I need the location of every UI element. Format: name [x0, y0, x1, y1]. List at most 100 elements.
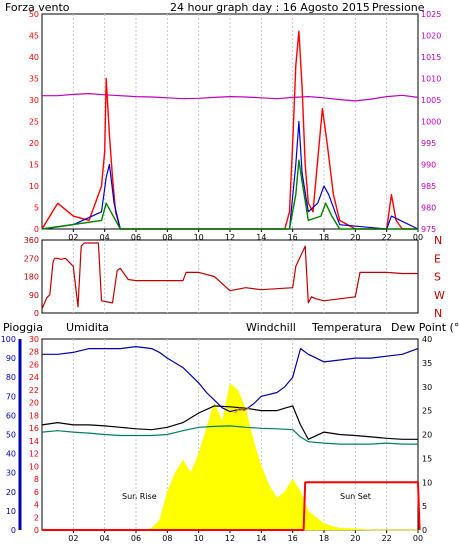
rain-tick-label: 10: [29, 462, 39, 471]
climate-x-tick-label: 08: [162, 534, 172, 543]
solar-radiation-area: [42, 383, 418, 531]
wind-tick-label: 40: [29, 53, 39, 62]
rain-tick-label: 24: [29, 373, 39, 382]
rain-axis-label: Pioggia: [3, 321, 43, 334]
graph-title: 24 hour graph day : 16 Agosto 2015: [170, 1, 370, 14]
climate-x-tick-label: 12: [225, 534, 235, 543]
humidity-tick-label: 60: [6, 411, 16, 420]
rain-tick-label: 18: [29, 411, 39, 420]
wind-x-tick-label: 12: [225, 233, 235, 242]
humidity-tick-label: 100: [1, 335, 16, 344]
wind-x-tick-label: 22: [382, 233, 392, 242]
dewpoint-tick-label: 30: [422, 383, 432, 392]
humidity-tick-label: 30: [6, 469, 16, 478]
rain-tick-label: 6: [34, 488, 39, 497]
pressure-tick-label: 1010: [421, 75, 441, 84]
wind-x-tick-label: 20: [350, 233, 360, 242]
humidity-tick-label: 10: [6, 507, 16, 516]
pressure-tick-label: 985: [421, 182, 436, 191]
pressure-axis-label: Pressione: [372, 1, 425, 14]
wind-tick-label: 45: [29, 32, 39, 41]
compass-tick-label: E: [434, 252, 441, 265]
humidity-axis-label: Umidita: [66, 321, 109, 334]
climate-x-tick-label: 04: [100, 534, 110, 543]
climate-x-tick-label: 20: [350, 534, 360, 543]
wind-tick-label: 10: [29, 182, 39, 191]
rain-tick-label: 2: [34, 513, 39, 522]
direction-tick-label: 90: [29, 291, 39, 300]
wind-tick-label: 30: [29, 96, 39, 105]
wind-tick-label: 0: [34, 225, 39, 234]
direction-tick-label: 270: [24, 254, 39, 263]
humidity-tick-label: 0: [11, 526, 16, 535]
humidity-tick-label: 90: [6, 354, 16, 363]
climate-x-tick-label: 18: [319, 534, 329, 543]
pressure-tick-label: 1015: [421, 53, 441, 62]
rain-tick-label: 14: [29, 437, 39, 446]
wind-tick-label: 50: [29, 10, 39, 19]
wind-tick-label: 20: [29, 139, 39, 148]
windchill-label: Windchill: [246, 321, 296, 334]
direction-tick-label: 360: [24, 236, 39, 245]
climate-x-tick-label: 06: [131, 534, 141, 543]
climate-x-tick-label: 16: [288, 534, 298, 543]
dewpoint-tick-label: 15: [422, 454, 432, 463]
wind-x-tick-label: 00: [413, 233, 423, 242]
rain-tick-label: 4: [34, 501, 39, 510]
wind-axis-label: Forza vento: [5, 1, 70, 14]
wind-tick-label: 25: [29, 118, 39, 127]
dewpoint-tick-label: 25: [422, 407, 432, 416]
dewpoint-tick-label: 40: [422, 335, 432, 344]
pressure-tick-label: 990: [421, 161, 436, 170]
pressure-tick-label: 1000: [421, 118, 441, 127]
climate-x-tick-label: 02: [68, 534, 78, 543]
climate-x-tick-label: 22: [382, 534, 392, 543]
wind-x-tick-label: 04: [100, 233, 110, 242]
humidity-tick-label: 40: [6, 450, 16, 459]
rain-tick-label: 30: [29, 335, 39, 344]
wind-x-tick-label: 08: [162, 233, 172, 242]
pressure-line: [42, 92, 419, 102]
compass-tick-label: N: [434, 307, 442, 320]
wind-x-tick-label: 14: [256, 233, 266, 242]
compass-tick-label: S: [434, 271, 441, 284]
rain-tick-label: 28: [29, 348, 39, 357]
direction-tick-label: 180: [24, 273, 39, 282]
wind-x-tick-label: 16: [288, 233, 298, 242]
dewpoint-tick-label: 20: [422, 431, 432, 440]
dewpoint-tick-label: 0: [422, 526, 427, 535]
pressure-tick-label: 1025: [421, 10, 441, 19]
humidity-tick-label: 70: [6, 392, 16, 401]
humidity-tick-label: 50: [6, 431, 16, 440]
pressure-tick-label: 1020: [421, 32, 441, 41]
rain-tick-label: 12: [29, 450, 39, 459]
humidity-tick-label: 20: [6, 488, 16, 497]
rain-tick-label: 0: [34, 526, 39, 535]
direction-tick-label: 0: [34, 309, 39, 318]
climate-x-tick-label: 14: [256, 534, 266, 543]
climate-x-tick-label: 10: [194, 534, 204, 543]
windchill-line: [234, 407, 250, 414]
rain-tick-label: 8: [34, 475, 39, 484]
pressure-tick-label: 975: [421, 225, 436, 234]
dewpoint-tick-label: 35: [422, 359, 432, 368]
humidity-tick-label: 80: [6, 373, 16, 382]
rain-line: [42, 481, 421, 531]
dewpoint-label: Dew Point (°C: [391, 321, 459, 334]
temperature-label: Temperatura: [311, 321, 382, 334]
rain-tick-label: 26: [29, 360, 39, 369]
wind-tick-label: 35: [29, 75, 39, 84]
rain-tick-label: 16: [29, 424, 39, 433]
wind-gust-line: [41, 120, 419, 230]
pressure-tick-label: 995: [421, 139, 436, 148]
wind-x-tick-label: 18: [319, 233, 329, 242]
pressure-tick-label: 980: [421, 204, 436, 213]
pressure-tick-label: 1005: [421, 96, 441, 105]
rain-tick-label: 20: [29, 399, 39, 408]
dewpoint-tick-label: 10: [422, 478, 432, 487]
sunrise-label: Sun Rise: [122, 492, 157, 501]
wind-tick-label: 15: [29, 161, 39, 170]
dewpoint-tick-label: 5: [422, 502, 427, 511]
wind-avg-line: [41, 159, 418, 230]
